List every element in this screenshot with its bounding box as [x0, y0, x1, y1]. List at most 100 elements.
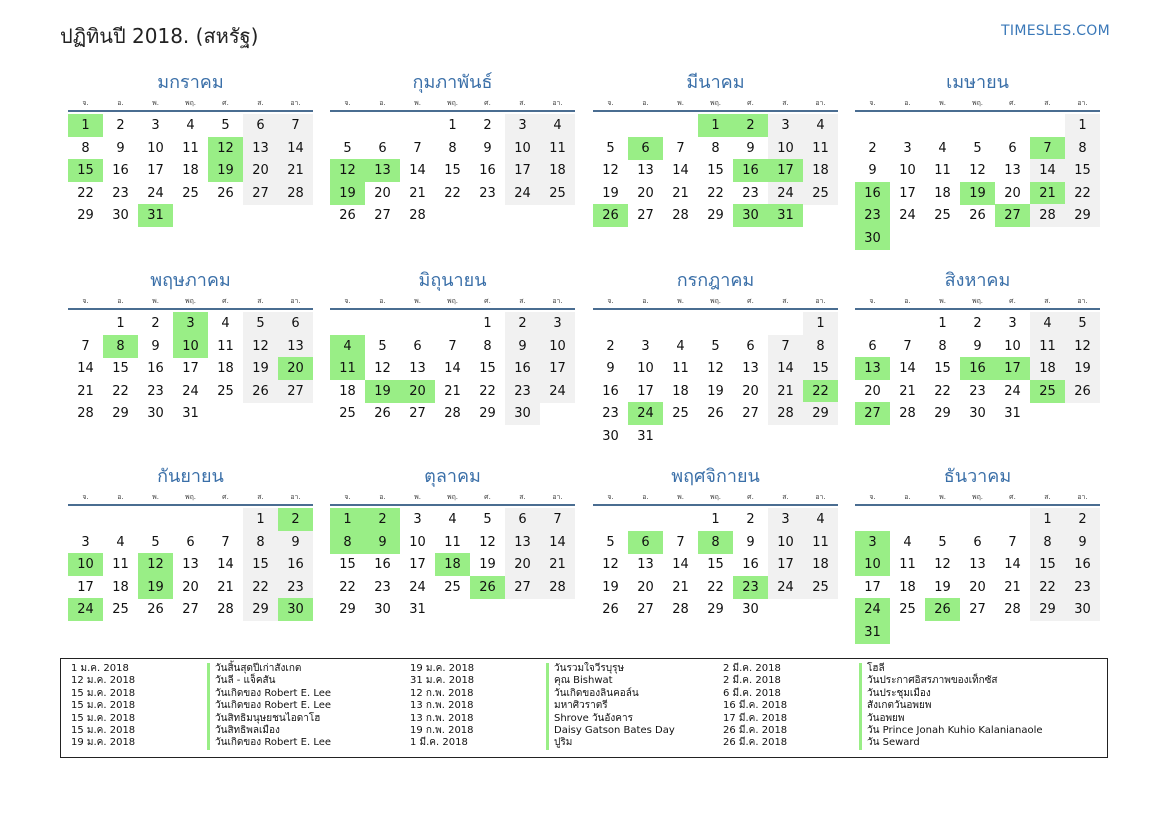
- day-cell[interactable]: 20: [864, 383, 881, 399]
- day-cell[interactable]: 14: [217, 557, 234, 573]
- day-cell[interactable]: 24: [1004, 383, 1021, 399]
- day-cell[interactable]: 21: [1004, 579, 1021, 595]
- day-cell[interactable]: 7: [1008, 534, 1017, 550]
- day-cell[interactable]: 14: [278, 136, 313, 160]
- day-cell[interactable]: 6: [973, 534, 982, 550]
- day-cell[interactable]: 11: [444, 534, 461, 550]
- holiday-day-cell[interactable]: 24: [68, 598, 103, 622]
- day-cell[interactable]: 20: [969, 579, 986, 595]
- day-cell[interactable]: 25: [217, 383, 234, 399]
- holiday-day-cell[interactable]: 3: [855, 530, 890, 554]
- holiday-day-cell[interactable]: 24: [855, 598, 890, 622]
- day-cell[interactable]: 18: [803, 553, 838, 577]
- day-cell[interactable]: 18: [112, 579, 129, 595]
- holiday-day-cell[interactable]: 2: [365, 508, 400, 531]
- day-cell[interactable]: 20: [637, 185, 654, 201]
- day-cell[interactable]: 2: [973, 316, 982, 331]
- day-cell[interactable]: 27: [409, 406, 426, 422]
- day-cell[interactable]: 7: [676, 534, 685, 550]
- day-cell[interactable]: 19: [1065, 357, 1100, 381]
- day-cell[interactable]: 30: [969, 406, 986, 422]
- day-cell[interactable]: 5: [938, 534, 947, 550]
- day-cell[interactable]: 4: [116, 534, 125, 550]
- day-cell[interactable]: 27: [742, 406, 759, 422]
- day-cell[interactable]: 26: [147, 602, 164, 618]
- day-cell[interactable]: 2: [606, 338, 615, 354]
- day-cell[interactable]: 21: [444, 383, 461, 399]
- day-cell[interactable]: 13: [969, 557, 986, 573]
- day-cell[interactable]: 13: [1004, 163, 1021, 179]
- day-cell[interactable]: 16: [374, 557, 391, 573]
- day-cell[interactable]: 11: [112, 557, 129, 573]
- day-cell[interactable]: 30: [1065, 598, 1100, 622]
- holiday-day-cell[interactable]: 17: [995, 357, 1030, 381]
- day-cell[interactable]: 18: [672, 383, 689, 399]
- day-cell[interactable]: 8: [711, 140, 720, 156]
- day-cell[interactable]: 14: [444, 361, 461, 377]
- day-cell[interactable]: 5: [606, 534, 615, 550]
- day-cell[interactable]: 15: [707, 557, 724, 573]
- day-cell[interactable]: 26: [243, 379, 278, 403]
- day-cell[interactable]: 28: [768, 402, 803, 426]
- day-cell[interactable]: 27: [182, 602, 199, 618]
- day-cell[interactable]: 29: [934, 406, 951, 422]
- day-cell[interactable]: 7: [413, 140, 422, 156]
- day-cell[interactable]: 14: [672, 557, 689, 573]
- day-cell[interactable]: 27: [374, 208, 391, 224]
- day-cell[interactable]: 28: [278, 181, 313, 205]
- day-cell[interactable]: 4: [903, 534, 912, 550]
- day-cell[interactable]: 8: [81, 140, 90, 156]
- day-cell[interactable]: 6: [1008, 140, 1017, 156]
- day-cell[interactable]: 9: [746, 140, 755, 156]
- day-cell[interactable]: 20: [505, 553, 540, 577]
- day-cell[interactable]: 17: [147, 163, 164, 179]
- day-cell[interactable]: 10: [505, 136, 540, 160]
- day-cell[interactable]: 17: [864, 579, 881, 595]
- day-cell[interactable]: 4: [938, 140, 947, 156]
- holiday-day-cell[interactable]: 19: [365, 379, 400, 403]
- day-cell[interactable]: 23: [505, 379, 540, 403]
- day-cell[interactable]: 16: [602, 383, 619, 399]
- day-cell[interactable]: 5: [343, 140, 352, 156]
- day-cell[interactable]: 20: [182, 579, 199, 595]
- day-cell[interactable]: 9: [505, 334, 540, 358]
- day-cell[interactable]: 31: [182, 406, 199, 422]
- day-cell[interactable]: 22: [1065, 181, 1100, 205]
- day-cell[interactable]: 24: [899, 208, 916, 224]
- day-cell[interactable]: 30: [112, 208, 129, 224]
- holiday-day-cell[interactable]: 10: [173, 334, 208, 358]
- holiday-day-cell[interactable]: 8: [330, 530, 365, 554]
- day-cell[interactable]: 19: [243, 357, 278, 381]
- day-cell[interactable]: 8: [803, 334, 838, 358]
- day-cell[interactable]: 4: [540, 114, 575, 137]
- day-cell[interactable]: 20: [243, 159, 278, 183]
- day-cell[interactable]: 27: [278, 379, 313, 403]
- day-cell[interactable]: 16: [1065, 553, 1100, 577]
- day-cell[interactable]: 2: [746, 512, 755, 527]
- day-cell[interactable]: 15: [444, 163, 461, 179]
- day-cell[interactable]: 6: [243, 114, 278, 137]
- day-cell[interactable]: 12: [602, 163, 619, 179]
- day-cell[interactable]: 9: [1065, 530, 1100, 554]
- day-cell[interactable]: 29: [707, 208, 724, 224]
- day-cell[interactable]: 1: [116, 316, 125, 331]
- day-cell[interactable]: 19: [707, 383, 724, 399]
- day-cell[interactable]: 25: [803, 181, 838, 205]
- day-cell[interactable]: 5: [973, 140, 982, 156]
- day-cell[interactable]: 15: [1030, 553, 1065, 577]
- day-cell[interactable]: 2: [1065, 508, 1100, 531]
- day-cell[interactable]: 21: [217, 579, 234, 595]
- holiday-day-cell[interactable]: 20: [400, 379, 435, 403]
- day-cell[interactable]: 23: [969, 383, 986, 399]
- day-cell[interactable]: 25: [540, 181, 575, 205]
- day-cell[interactable]: 3: [1008, 316, 1017, 331]
- day-cell[interactable]: 22: [479, 383, 496, 399]
- day-cell[interactable]: 18: [1030, 357, 1065, 381]
- day-cell[interactable]: 22: [1030, 575, 1065, 599]
- day-cell[interactable]: 26: [707, 406, 724, 422]
- day-cell[interactable]: 28: [1004, 602, 1021, 618]
- day-cell[interactable]: 18: [934, 185, 951, 201]
- day-cell[interactable]: 11: [899, 557, 916, 573]
- day-cell[interactable]: 13: [637, 163, 654, 179]
- day-cell[interactable]: 17: [409, 557, 426, 573]
